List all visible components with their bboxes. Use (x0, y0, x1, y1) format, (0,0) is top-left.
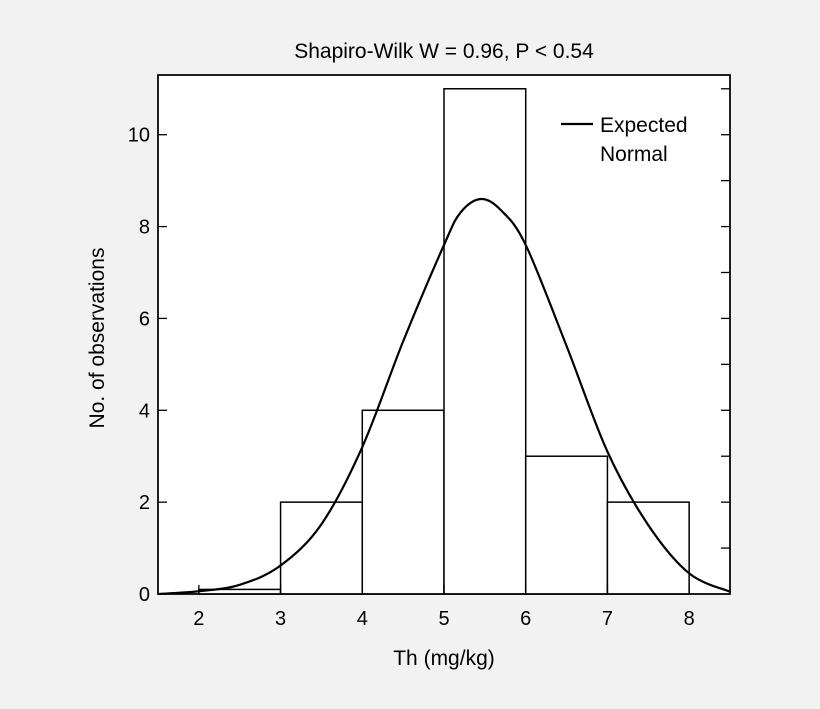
x-tick-label: 5 (438, 608, 449, 630)
bars-group (198, 88, 690, 595)
x-tick-label: 4 (357, 608, 368, 630)
legend: Expected Normal (561, 114, 688, 166)
y-tick-label: 0 (139, 584, 150, 606)
x-tick-label: 6 (520, 608, 531, 630)
x-tick-label: 8 (684, 608, 695, 630)
chart-title: Shapiro-Wilk W = 0.96, P < 0.54 (294, 40, 594, 63)
histogram-bar-5 (524, 455, 609, 595)
histogram-bar-4 (443, 88, 527, 595)
x-axis-label: Th (mg/kg) (393, 647, 495, 670)
y-axis-label: No. of observations (86, 248, 109, 429)
y-axis-ticks: 0 2 4 6 8 10 (128, 125, 167, 606)
right-axis-ticks (721, 88, 730, 549)
y-tick-label: 10 (128, 125, 150, 147)
y-tick-label: 8 (139, 217, 150, 239)
y-tick-label: 6 (139, 308, 150, 330)
y-tick-label: 2 (139, 492, 150, 514)
legend-label-line-2: Normal (600, 143, 668, 166)
x-axis-ticks: 2 3 4 5 6 7 8 (193, 585, 695, 630)
histogram-bar-3 (361, 409, 445, 595)
histogram-bar-2 (279, 501, 364, 595)
expected-normal-curve (157, 197, 731, 596)
legend-label-line-1: Expected (600, 114, 688, 137)
histogram-bar-6 (606, 501, 690, 595)
x-tick-label: 2 (193, 608, 204, 630)
x-tick-label: 3 (275, 608, 286, 630)
y-tick-label: 4 (139, 400, 150, 422)
x-tick-label: 7 (602, 608, 613, 630)
